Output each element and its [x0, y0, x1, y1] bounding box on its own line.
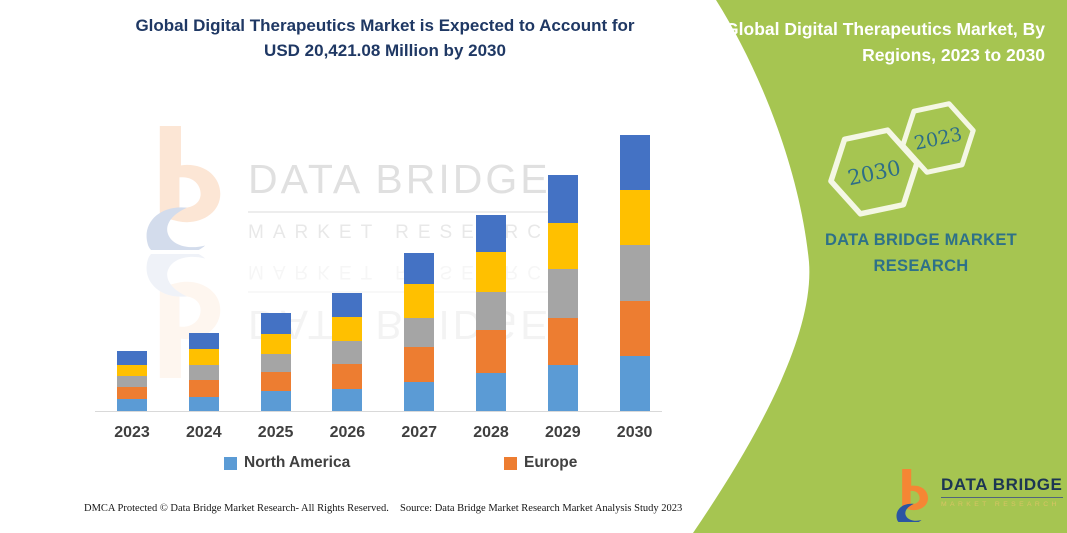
bar-2023-segment-series3	[117, 375, 147, 387]
bar-2024	[188, 332, 219, 411]
bar-2025-segment-north-america	[260, 391, 291, 411]
panel-title: Global Digital Therapeutics Market, By R…	[713, 16, 1045, 69]
company-logo: DATA BRIDGE MARKET RESEARCH	[893, 469, 1063, 522]
company-logo-sub: MARKET RESEARCH	[941, 501, 1060, 508]
bar-2030-segment-north-america	[619, 356, 650, 411]
bar-2028-segment-series5	[476, 214, 506, 252]
x-axis-line	[95, 411, 662, 412]
chart-title-line2: USD 20,421.08 Million by 2030	[264, 40, 506, 60]
chart-title-line1: Global Digital Therapeutics Market is Ex…	[135, 16, 635, 35]
bar-2026-segment-series5	[332, 292, 363, 317]
panel-title-line2: Regions, 2023 to 2030	[862, 45, 1045, 66]
bar-2027	[404, 252, 435, 411]
x-axis-labels: 2023 2024 2025 2026 2027 2028 2029 2030	[95, 424, 675, 448]
bar-2026	[332, 292, 363, 411]
x-axis-label-2023: 2023	[114, 424, 150, 441]
legend-item-europe: Europe	[504, 454, 577, 472]
bar-2027-segment-north-america	[404, 381, 435, 411]
chart-legend: North America Europe	[0, 454, 700, 478]
x-axis-label-2025: 2025	[257, 424, 294, 441]
legend-item-north-america: North America	[224, 454, 350, 472]
company-logo-text: DATA BRIDGE MARKET RESEARCH	[941, 475, 1063, 508]
legend-label: Europe	[524, 454, 578, 471]
bar-2026-segment-north-america	[332, 388, 363, 411]
bar-2025-segment-series4	[260, 333, 291, 354]
bar-2024-segment-europe	[188, 379, 219, 397]
dmca-note: DMCA Protected © Data Bridge Market Rese…	[84, 503, 389, 514]
bar-2029-segment-europe	[547, 317, 578, 366]
bar-2028-segment-series4	[476, 251, 506, 292]
bar-2029-segment-series3	[547, 268, 578, 318]
panel-brand-line2: RESEARCH	[873, 256, 969, 275]
panel-brand-line1: DATA BRIDGE MARKET	[824, 231, 1018, 249]
bar-2026-segment-series3	[332, 340, 363, 364]
bar-2023-segment-series5	[117, 351, 147, 366]
watermark-brand: DATA BRIDGE	[248, 156, 573, 213]
bar-2026-segment-series4	[332, 316, 363, 341]
legend-swatch-icon	[224, 456, 237, 470]
bar-2027-segment-series4	[404, 284, 435, 318]
bar-2029-segment-series4	[547, 222, 578, 269]
bar-2024-segment-series4	[188, 348, 219, 365]
bar-2029-segment-series5	[547, 174, 578, 223]
bar-2030-segment-series4	[619, 190, 650, 245]
company-logo-name: DATA BRIDGE	[941, 475, 1063, 498]
bar-2023-segment-north-america	[117, 398, 147, 411]
bar-2029	[547, 174, 578, 411]
bar-2025-segment-series3	[260, 353, 291, 372]
bar-2023-segment-europe	[117, 386, 147, 399]
panel-brand-name: DATA BRIDGE MARKET RESEARCH	[798, 228, 1044, 279]
source-note: Source: Data Bridge Market Research Mark…	[400, 503, 683, 514]
x-axis-label-2027: 2027	[401, 424, 437, 441]
stacked-bar-chart	[95, 130, 662, 412]
bar-2028-segment-north-america	[476, 372, 506, 411]
x-axis-label-2028: 2028	[473, 424, 509, 441]
x-axis-label-2026: 2026	[329, 424, 366, 441]
data-bridge-logo-icon	[896, 469, 929, 522]
x-axis-label-2030: 2030	[616, 424, 653, 441]
panel-title-line1: Global Digital Therapeutics Market, By	[725, 19, 1045, 39]
bar-2023	[117, 351, 147, 411]
x-axis-label-2029: 2029	[545, 424, 581, 441]
bar-2030-segment-series5	[619, 134, 650, 191]
legend-label: North America	[244, 454, 351, 471]
bar-2028	[476, 214, 506, 411]
bar-2025	[260, 312, 291, 411]
bar-2030-segment-series3	[619, 244, 650, 302]
bar-2029-segment-north-america	[547, 365, 578, 411]
bar-2023-segment-series4	[117, 365, 147, 376]
bar-2024-segment-north-america	[188, 396, 219, 411]
bar-2026-segment-europe	[332, 363, 363, 389]
bar-2027-segment-series3	[404, 317, 435, 347]
legend-swatch-icon	[504, 456, 517, 470]
x-axis-label-2024: 2024	[186, 424, 222, 441]
bar-2025-segment-europe	[260, 372, 291, 391]
bar-2025-segment-series5	[260, 312, 291, 334]
bar-2030	[619, 134, 650, 411]
bar-2024-segment-series3	[188, 364, 219, 380]
bar-2030-segment-europe	[619, 301, 650, 357]
bar-2024-segment-series5	[188, 332, 219, 349]
bar-2028-segment-series3	[476, 291, 506, 330]
bar-2028-segment-europe	[476, 329, 506, 373]
bar-2027-segment-europe	[404, 346, 435, 382]
chart-title: Global Digital Therapeutics Market is Ex…	[70, 14, 700, 63]
bar-2027-segment-series5	[404, 252, 435, 285]
